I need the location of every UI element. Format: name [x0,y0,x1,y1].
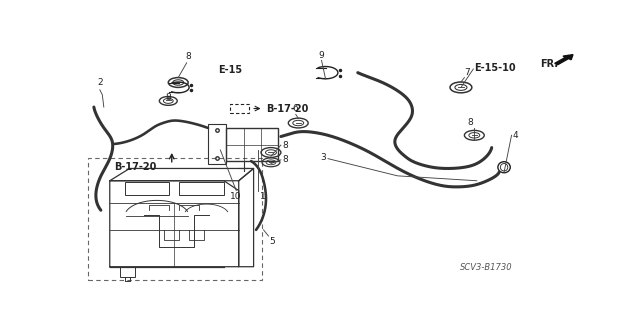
Text: B-17-20: B-17-20 [115,162,157,172]
FancyArrow shape [555,55,573,65]
Text: 8: 8 [468,118,474,127]
Bar [227,128,278,161]
Text: 6: 6 [292,104,298,113]
Text: 1: 1 [260,192,266,201]
Text: 8: 8 [185,52,191,61]
Bar [125,182,169,196]
Text: 5: 5 [269,237,275,246]
Bar [179,182,224,196]
Bar [208,124,227,164]
Text: 9: 9 [319,51,324,60]
Text: 8: 8 [282,141,288,150]
Text: E-15: E-15 [218,65,242,75]
Text: 8: 8 [282,155,288,164]
Text: 7: 7 [465,68,470,77]
Text: 8: 8 [165,93,171,102]
Text: SCV3-B1730: SCV3-B1730 [460,263,513,272]
Bar [230,104,248,113]
Text: B-17-20: B-17-20 [266,104,308,114]
Text: 2: 2 [97,78,102,87]
Text: 3: 3 [321,153,326,162]
Text: 10: 10 [230,192,241,201]
Bar [120,267,134,277]
Text: E-15-10: E-15-10 [474,63,516,73]
Text: FR.: FR. [540,59,558,69]
Text: 4: 4 [513,131,518,140]
